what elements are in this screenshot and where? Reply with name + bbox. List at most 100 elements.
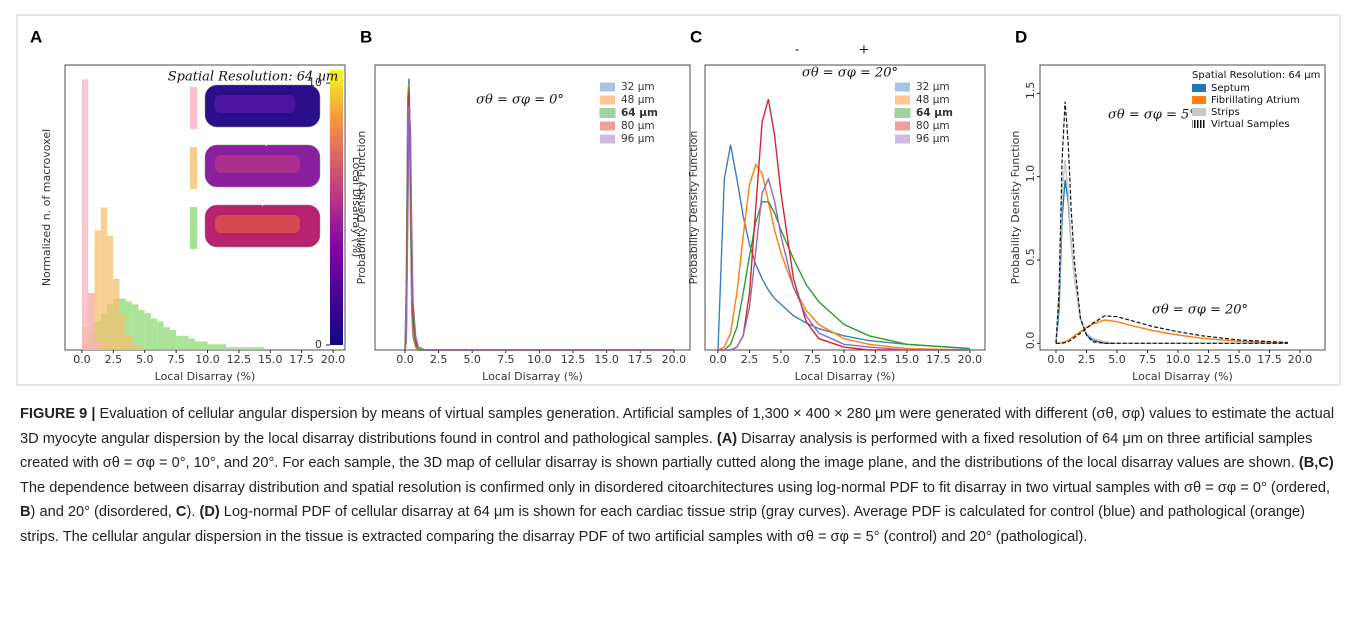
legend-swatch <box>1192 96 1206 104</box>
legend-swatch <box>600 121 615 131</box>
caption-run: (A) <box>716 430 738 447</box>
legend-swatch <box>600 82 615 92</box>
legend-swatch <box>894 108 911 118</box>
x-tick-label: 5.0 <box>463 353 481 366</box>
legend-swatch <box>895 82 910 92</box>
legend-swatch <box>600 134 615 144</box>
hist-bar <box>125 301 133 350</box>
x-tick-label: 15.0 <box>895 353 920 366</box>
caption-run: (D) <box>199 504 220 521</box>
caption-run: (B,C) <box>1298 455 1334 472</box>
x-tick-label: 2.5 <box>741 353 759 366</box>
hist-bar <box>119 315 126 350</box>
hist-bar <box>176 335 183 350</box>
x-tick-label: 2.5 <box>105 353 123 366</box>
legend-label: 80 µm <box>916 120 950 132</box>
hist-bar <box>151 318 158 350</box>
x-tick-label: 10.0 <box>527 353 552 366</box>
caption-run: C <box>175 504 187 521</box>
hist-bar <box>107 236 114 350</box>
caption-run: B <box>20 504 31 521</box>
legend-swatch <box>895 134 910 144</box>
legend-swatch <box>1192 120 1206 128</box>
figure: A Local Disarray (%) Normalized n. of macr… <box>16 14 1341 386</box>
x-tick-label: 12.5 <box>227 353 252 366</box>
plot-frame <box>704 64 986 351</box>
legend-title: Spatial Resolution: 64 µm <box>1192 70 1320 81</box>
hist-bar <box>232 347 239 350</box>
x-tick-label: 5.0 <box>772 353 790 366</box>
x-tick-label: 15.0 <box>258 353 283 366</box>
series-line <box>718 201 970 351</box>
series-line <box>717 163 970 351</box>
hist-bar <box>113 278 120 350</box>
legend-label: 96 µm <box>621 133 655 145</box>
series-swatch <box>190 147 197 189</box>
series-label: σθ = σφ = 10° <box>218 193 307 207</box>
legend-label: Strips <box>1211 107 1240 118</box>
x-tick-label: 7.5 <box>497 353 515 366</box>
x-tick-label: 15.0 <box>594 353 619 366</box>
annotation: σθ = σφ = 5° <box>1108 108 1196 123</box>
legend-label: 64 µm <box>916 107 953 119</box>
series-line <box>1055 179 1288 344</box>
annotation: σθ = σφ = 0° <box>476 93 564 108</box>
legend-label: 32 µm <box>916 81 950 93</box>
hist-bar <box>226 347 233 350</box>
x-tick-label: 15.0 <box>1227 353 1252 366</box>
x-axis-label: Local Disarray (%) <box>1132 370 1233 383</box>
x-tick-label: 10.0 <box>1166 353 1191 366</box>
panel-label: D <box>1015 27 1027 46</box>
series-line <box>1055 159 1288 344</box>
x-tick-label: 20.0 <box>958 353 983 366</box>
series-swatch <box>190 87 197 129</box>
caption-run: ) and 20° (disordered, <box>30 504 176 521</box>
series-line <box>717 144 970 351</box>
x-tick-label: 2.5 <box>430 353 448 366</box>
x-tick-label: 2.5 <box>1078 353 1096 366</box>
hist-bar <box>207 344 214 350</box>
annotation: + <box>859 43 870 58</box>
x-tick-label: 5.0 <box>136 353 154 366</box>
hist-bar <box>245 347 252 350</box>
y-axis-label: Probability Density Function <box>355 131 368 285</box>
y-axis-label: Normalized n. of macrovoxel <box>40 129 53 286</box>
series-line <box>1056 315 1288 344</box>
y-tick-label: 0.5 <box>1024 248 1037 266</box>
legend-label: 48 µm <box>916 94 950 106</box>
x-tick-label: 0.0 <box>709 353 727 366</box>
annotation: Spatial Resolution: 64 µm <box>168 70 338 85</box>
colorbar <box>330 70 343 345</box>
series-swatch <box>190 207 197 249</box>
hist-bar <box>138 310 145 350</box>
colorbar-tick-label: 0 <box>315 338 322 351</box>
x-tick-label: 20.0 <box>321 353 346 366</box>
legend-swatch <box>600 95 615 105</box>
y-tick-label: 1.0 <box>1024 165 1037 183</box>
hist-bar <box>220 344 227 350</box>
series-line <box>718 176 970 351</box>
x-tick-label: 0.0 <box>1047 353 1065 366</box>
y-axis-label: Probability Density Function <box>1009 131 1022 285</box>
legend-label: Fibrillating Atrium <box>1211 95 1300 106</box>
annotation: σθ = σφ = 20° <box>1152 303 1248 318</box>
x-tick-label: 17.5 <box>628 353 653 366</box>
plot-frame <box>1039 64 1326 351</box>
legend-swatch <box>599 108 616 118</box>
hist-bar <box>125 335 133 350</box>
panel-label: C <box>690 27 702 46</box>
series-label: σθ = σφ = 20° <box>218 253 307 267</box>
hist-bar <box>138 347 145 350</box>
x-axis-label: Local Disarray (%) <box>795 370 896 383</box>
legend-label: Virtual Samples <box>1211 119 1290 130</box>
hist-bar <box>132 304 139 350</box>
legend-label: 96 µm <box>916 133 950 145</box>
hist-bar <box>163 327 170 350</box>
x-tick-label: 12.5 <box>863 353 888 366</box>
hist-bar <box>94 341 101 350</box>
x-tick-label: 12.5 <box>1196 353 1221 366</box>
caption-run: The dependence between disarray distribu… <box>20 479 1331 496</box>
x-tick-label: 17.5 <box>1257 353 1282 366</box>
x-axis-label: Local Disarray (%) <box>482 370 583 383</box>
figure-frame <box>16 14 1341 386</box>
